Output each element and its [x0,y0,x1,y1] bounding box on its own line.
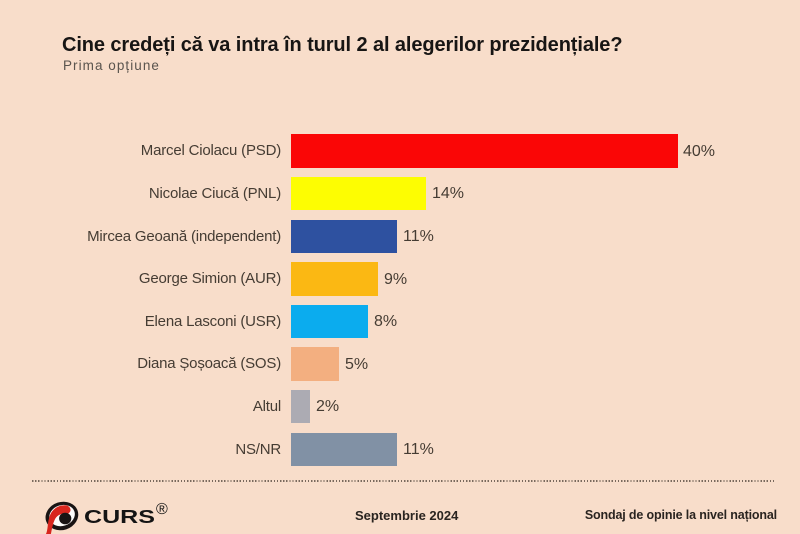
svg-text:®: ® [156,501,168,518]
svg-text:CURS: CURS [84,507,155,527]
